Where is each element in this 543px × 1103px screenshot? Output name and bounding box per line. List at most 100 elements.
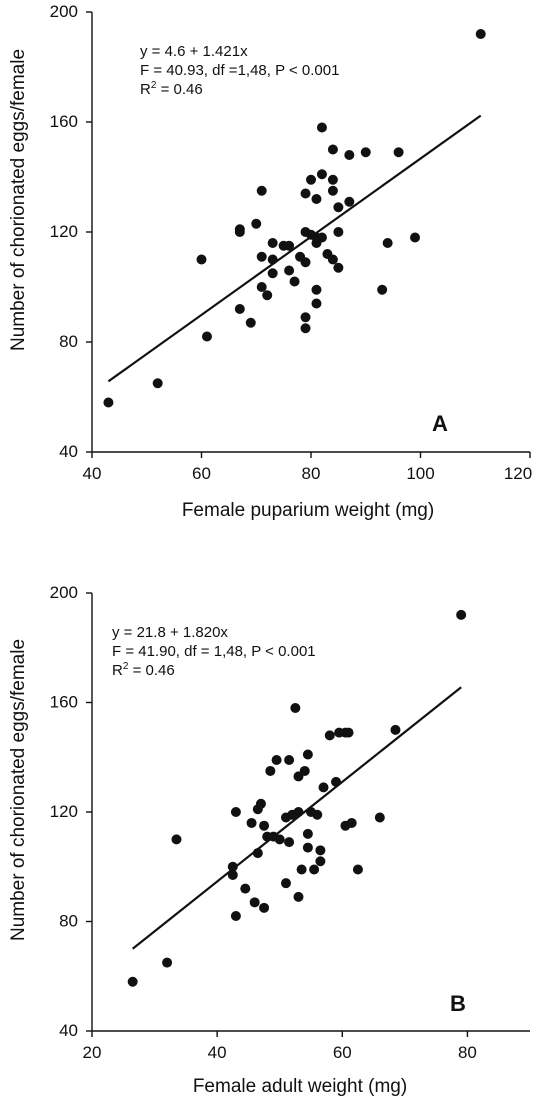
panel-a-data-point: [256, 185, 267, 196]
panel-b-regression-line: [131, 686, 462, 950]
panel-a-data-point: [267, 268, 278, 279]
panel-b-data-point: [284, 837, 295, 848]
panel-a-data-point: [284, 240, 295, 251]
panel-b-yticklabel: 200: [50, 583, 78, 602]
panel-b-ftest: F = 41.90, df = 1,48, P < 0.001: [112, 643, 316, 660]
panel-a-xticklabel: 100: [406, 464, 434, 483]
panel-b-data-point: [227, 869, 238, 880]
panel-a-data-point: [316, 122, 327, 133]
panel-b-data-point: [240, 883, 251, 894]
panel-a-tick-labels: 40 80 120 160 200 40 60 80 100 120: [50, 2, 533, 483]
panel-a-data-point: [196, 254, 207, 265]
panel-b-yticklabel: 120: [50, 802, 78, 821]
panel-a-yticklabel: 200: [50, 2, 78, 21]
panel-a-yticklabel: 80: [59, 332, 78, 351]
panel-a-data-point: [251, 218, 262, 229]
panel-a-data-point: [262, 290, 273, 301]
panel-b-data-point: [293, 807, 304, 817]
panel-b-stats: y = 21.8 + 1.820x F = 41.90, df = 1,48, …: [112, 624, 316, 679]
panel-a-data-point: [327, 144, 338, 155]
panel-b-equation: y = 21.8 + 1.820x: [112, 624, 228, 641]
panel-b-data-point: [390, 724, 401, 735]
panel-b-r2-prefix: R: [112, 662, 123, 679]
panel-b-data-point: [265, 765, 276, 776]
panel-b-r2-superscript: 2: [123, 661, 129, 672]
panel-b-data-point: [315, 856, 326, 867]
panel-a-data-point: [300, 257, 311, 268]
panel-b-ticks: [86, 592, 469, 1037]
panel-b-data-point: [302, 749, 313, 760]
panel-a-ftest: F = 40.93, df =1,48, P < 0.001: [140, 62, 339, 79]
panel-a-data-point: [152, 378, 163, 389]
panel-a: 40 80 120 160 200 40 60 80 100 120 Femal…: [8, 2, 532, 521]
panel-a-points: [103, 29, 486, 408]
panel-b-data-point: [331, 776, 342, 787]
panel-b-data-point: [456, 609, 467, 620]
panel-a-data-point: [284, 265, 295, 276]
panel-b: 40 80 120 160 200 20 40 60 80 Female adu…: [8, 583, 530, 1097]
panel-b-data-point: [230, 911, 241, 922]
panel-a-regression-line: [107, 114, 482, 383]
panel-b-data-point: [302, 842, 313, 853]
panel-b-yticklabel: 80: [59, 912, 78, 931]
panel-a-yticklabel: 40: [59, 442, 78, 461]
panel-a-data-point: [300, 312, 311, 323]
panel-a-r-squared: R2 = 0.46: [140, 80, 203, 98]
panel-a-xticklabel: 120: [504, 464, 532, 483]
panel-a-equation: y = 4.6 + 1.421x: [140, 43, 248, 60]
panel-b-data-point: [284, 754, 295, 765]
panel-a-data-point: [382, 238, 393, 248]
panel-a-data-point: [360, 147, 371, 158]
panel-a-data-point: [333, 202, 344, 213]
panel-b-data-point: [230, 807, 241, 817]
panel-b-letter: B: [450, 991, 466, 1016]
panel-b-data-point: [280, 878, 291, 889]
panel-b-r2-value: = 0.46: [128, 662, 174, 679]
panel-a-data-point: [475, 29, 486, 39]
panel-b-data-point: [318, 782, 329, 793]
panel-a-xticklabel: 40: [83, 464, 102, 483]
panel-a-yticklabel: 160: [50, 112, 78, 131]
panel-a-data-point: [410, 232, 421, 243]
panel-b-data-point: [255, 798, 266, 809]
panel-a-data-point: [256, 282, 267, 292]
panel-b-data-point: [309, 864, 320, 875]
panel-a-data-point: [333, 262, 344, 273]
panel-b-data-point: [249, 897, 260, 908]
panel-a-data-point: [267, 238, 278, 248]
panel-a-data-point: [344, 150, 355, 160]
panel-a-stats: y = 4.6 + 1.421x F = 40.93, df =1,48, P …: [140, 43, 339, 98]
panel-a-data-point: [393, 147, 404, 158]
panel-b-ylabel: Number of chorionated eggs/female: [8, 639, 29, 941]
panel-b-data-point: [374, 812, 385, 823]
panel-b-data-point: [312, 809, 323, 820]
panel-b-xlabel: Female adult weight (mg): [193, 1076, 407, 1097]
panel-a-xlabel: Female puparium weight (mg): [182, 500, 434, 521]
panel-a-data-point: [103, 397, 114, 408]
panel-a-data-point: [306, 174, 316, 185]
panel-a-data-point: [333, 227, 344, 237]
panel-a-ylabel: Number of chorionated eggs/female: [8, 49, 29, 351]
panel-b-data-point: [274, 834, 285, 845]
panel-b-xticklabel: 40: [208, 1043, 227, 1062]
panel-a-data-point: [245, 317, 256, 328]
panel-a-r2-value: = 0.46: [156, 81, 202, 98]
panel-a-data-point: [289, 276, 300, 287]
panel-a-data-point: [267, 254, 278, 265]
panel-a-r2-prefix: R: [140, 81, 151, 98]
panel-a-ticks: [86, 11, 531, 458]
panel-b-yticklabel: 40: [59, 1021, 78, 1040]
panel-a-xticklabel: 80: [302, 464, 321, 483]
panel-a-data-point: [256, 251, 267, 262]
panel-b-data-point: [296, 864, 307, 875]
panel-a-data-point: [300, 323, 311, 334]
panel-b-data-point: [271, 754, 282, 765]
panel-b-data-point: [127, 976, 138, 987]
panel-a-data-point: [300, 188, 311, 199]
panel-b-fit: [131, 686, 462, 950]
panel-a-xticklabel: 60: [192, 464, 211, 483]
panel-a-data-point: [201, 331, 212, 342]
panel-a-data-point: [316, 169, 327, 180]
panel-b-xticklabel: 20: [83, 1043, 102, 1062]
